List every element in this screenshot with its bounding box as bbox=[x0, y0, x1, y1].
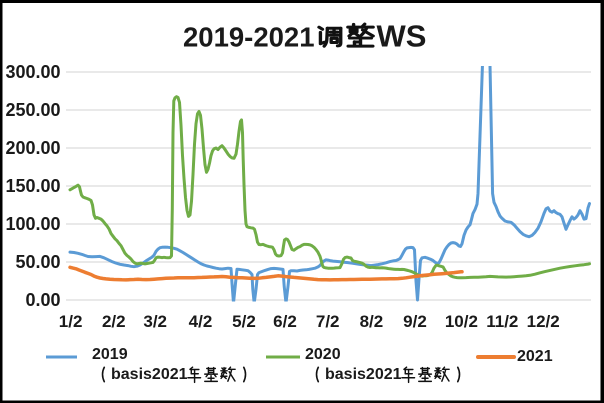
svg-text:4/2: 4/2 bbox=[189, 312, 213, 331]
svg-text:2019-2021: 2019-2021 bbox=[183, 22, 315, 53]
svg-text:0.00: 0.00 bbox=[25, 290, 60, 310]
svg-text:1/2: 1/2 bbox=[59, 312, 83, 331]
svg-text:9/2: 9/2 bbox=[403, 312, 427, 331]
svg-text:200.00: 200.00 bbox=[5, 138, 60, 158]
svg-text:2020: 2020 bbox=[305, 346, 341, 363]
svg-text:WS: WS bbox=[377, 19, 427, 54]
svg-text:250.00: 250.00 bbox=[5, 100, 60, 120]
svg-text:basis2021: basis2021 bbox=[111, 366, 188, 383]
svg-text:11/2: 11/2 bbox=[486, 312, 518, 331]
svg-text:2021: 2021 bbox=[517, 348, 553, 365]
svg-text:2/2: 2/2 bbox=[102, 312, 126, 331]
svg-text:10/2: 10/2 bbox=[445, 312, 478, 331]
svg-text:3/2: 3/2 bbox=[143, 312, 167, 331]
svg-text:12/2: 12/2 bbox=[527, 312, 560, 331]
svg-text:2019: 2019 bbox=[92, 346, 128, 363]
svg-text:5/2: 5/2 bbox=[232, 312, 256, 331]
svg-text:300.00: 300.00 bbox=[5, 62, 60, 82]
svg-text:6/2: 6/2 bbox=[273, 312, 297, 331]
svg-text:150.00: 150.00 bbox=[5, 176, 60, 196]
svg-text:basis2021: basis2021 bbox=[325, 366, 402, 383]
svg-text:7/2: 7/2 bbox=[316, 312, 340, 331]
svg-text:50.00: 50.00 bbox=[15, 252, 60, 272]
svg-text:8/2: 8/2 bbox=[360, 312, 384, 331]
svg-text:100.00: 100.00 bbox=[5, 214, 60, 234]
